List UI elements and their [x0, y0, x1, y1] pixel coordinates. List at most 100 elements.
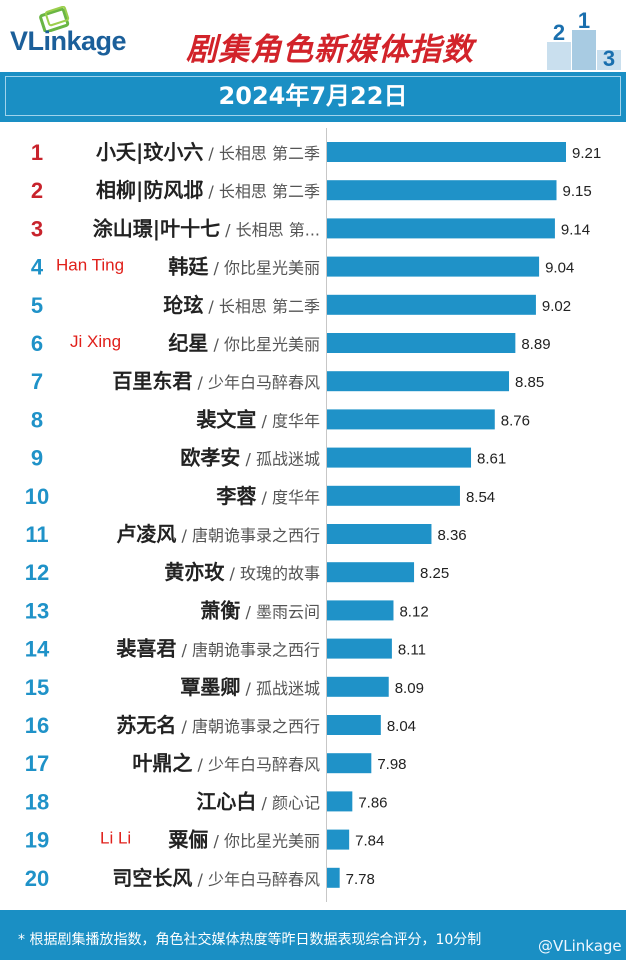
bar — [327, 371, 510, 392]
footer: * 根据剧集播放指数，角色社交媒体热度等昨日数据表现综合评分，10分制 @VLi… — [0, 910, 626, 960]
data-label: 7.98 — [377, 756, 406, 773]
show-name: / 长相思 第二季 — [203, 144, 320, 163]
show-name: / 长相思 第二季 — [203, 182, 320, 201]
show-name: / 唐朝诡事录之西行 — [176, 641, 320, 660]
bar — [327, 409, 495, 430]
character-name: 李蓉 — [215, 484, 256, 508]
character-name: 小夭|玟小六 — [96, 140, 203, 164]
data-label: 8.61 — [477, 451, 506, 468]
bar — [327, 867, 340, 888]
bar — [327, 638, 392, 659]
data-label: 8.76 — [501, 412, 530, 429]
character-name: 司空长风 — [112, 866, 192, 890]
data-label: 8.09 — [395, 680, 424, 697]
bar — [327, 180, 557, 201]
character-name: 纪星 — [168, 331, 208, 355]
bar — [327, 256, 540, 277]
data-label: 9.02 — [542, 298, 571, 315]
row-label: 小夭|玟小六 / 长相思 第二季 — [96, 140, 320, 164]
row-label: 裴文宣 / 度华年 — [195, 407, 320, 431]
translation-annotation: Ji Xing — [70, 332, 121, 351]
show-name: / 你比星光美丽 — [208, 335, 320, 354]
character-name: 黄亦玫 — [164, 560, 225, 584]
row-label: 百里东君 / 少年白马醉春风 — [112, 369, 320, 393]
bar — [327, 524, 432, 544]
data-label: 8.11 — [398, 642, 426, 659]
show-name: / 你比星光美丽 — [208, 259, 320, 278]
rank-number: 14 — [25, 637, 50, 662]
data-label: 7.84 — [355, 833, 384, 850]
character-name: 裴文宣 — [195, 407, 256, 431]
bar — [327, 829, 350, 850]
bar — [327, 715, 381, 735]
show-name: / 少年白马醉春风 — [192, 755, 320, 774]
row-label: 江心白 / 颜心记 — [196, 789, 320, 813]
rank-number: 8 — [31, 407, 43, 432]
show-name: / 孤战迷城 — [240, 450, 320, 469]
logo-frame-icon — [39, 6, 70, 32]
show-name: / 孤战迷城 — [240, 679, 320, 698]
row-label: 卢凌风 / 唐朝诡事录之西行 — [116, 522, 320, 546]
data-label: 9.04 — [545, 260, 574, 277]
podium-label-1: 1 — [578, 8, 590, 33]
data-label: 8.25 — [420, 565, 449, 582]
character-name: 相柳|防风邶 — [96, 178, 203, 202]
bar — [327, 753, 372, 774]
character-name: 覃墨卿 — [180, 675, 240, 699]
rank-number: 7 — [31, 369, 43, 394]
rank-number: 6 — [31, 331, 43, 356]
show-name: / 度华年 — [256, 411, 320, 430]
data-label: 8.36 — [437, 527, 466, 544]
character-name: 玱玹 — [163, 293, 203, 317]
date-bar: 2024年7月22日 — [0, 72, 626, 122]
row-label: 粟俪 / 你比星光美丽 — [168, 828, 320, 852]
bar — [327, 142, 566, 162]
rank-number: 16 — [25, 713, 49, 738]
rank-number: 13 — [25, 598, 49, 623]
row-label: 黄亦玫 / 玫瑰的故事 — [164, 560, 320, 584]
data-label: 8.12 — [399, 603, 428, 620]
row-label: 苏无名 / 唐朝诡事录之西行 — [116, 713, 320, 737]
bar — [327, 791, 353, 812]
show-name: / 玫瑰的故事 — [224, 564, 320, 583]
row-label: 相柳|防风邶 / 长相思 第二季 — [96, 178, 320, 202]
show-name: / 长相思 第... — [220, 220, 320, 239]
character-name: 苏无名 — [116, 713, 176, 737]
bar — [327, 485, 460, 506]
rank-number: 11 — [25, 522, 48, 547]
data-label: 9.14 — [561, 221, 590, 238]
page-title: 剧集角色新媒体指数 — [186, 32, 474, 68]
rank-number: 9 — [31, 446, 43, 471]
row-label: 欧孝安 / 孤战迷城 — [180, 446, 320, 470]
rank-number: 17 — [25, 751, 49, 776]
bar — [327, 218, 555, 239]
row-label: 覃墨卿 / 孤战迷城 — [180, 675, 320, 699]
character-name: 粟俪 — [168, 828, 208, 852]
row-label: 韩廷 / 你比星光美丽 — [168, 255, 320, 279]
data-label: 7.86 — [358, 794, 387, 811]
bar — [327, 600, 394, 621]
character-name: 卢凌风 — [116, 522, 176, 546]
show-name: / 唐朝诡事录之西行 — [176, 717, 320, 736]
row-label: 叶鼎之 / 少年白马醉春风 — [132, 751, 320, 775]
data-label: 9.15 — [563, 183, 592, 200]
rank-number: 15 — [25, 675, 49, 700]
data-label: 9.21 — [572, 145, 601, 162]
row-label: 裴喜君 / 唐朝诡事录之西行 — [115, 637, 320, 661]
character-name: 涂山璟|叶十七 — [93, 216, 220, 240]
rank-number: 2 — [31, 178, 43, 203]
footer-brand: @VLinkage — [538, 937, 622, 955]
rank-number: 19 — [25, 828, 49, 853]
rank-number: 20 — [25, 866, 49, 891]
date-label: 2024年7月22日 — [5, 76, 621, 116]
logo-text-b: inkage — [43, 26, 127, 56]
vlinkage-logo: VLinkage — [10, 26, 127, 57]
character-name: 韩廷 — [168, 255, 209, 279]
ranking-chart: 1 小夭|玟小六 / 长相思 第二季 9.21 2 相柳|防风邶 / 长相思 第二季 9.… — [25, 128, 601, 902]
bar — [327, 294, 536, 315]
show-name: / 你比星光美丽 — [208, 832, 320, 851]
data-label: 8.04 — [387, 718, 416, 735]
rank-number: 18 — [25, 789, 49, 814]
show-name: / 长相思 第二季 — [203, 297, 320, 316]
rank-number: 5 — [31, 293, 43, 318]
